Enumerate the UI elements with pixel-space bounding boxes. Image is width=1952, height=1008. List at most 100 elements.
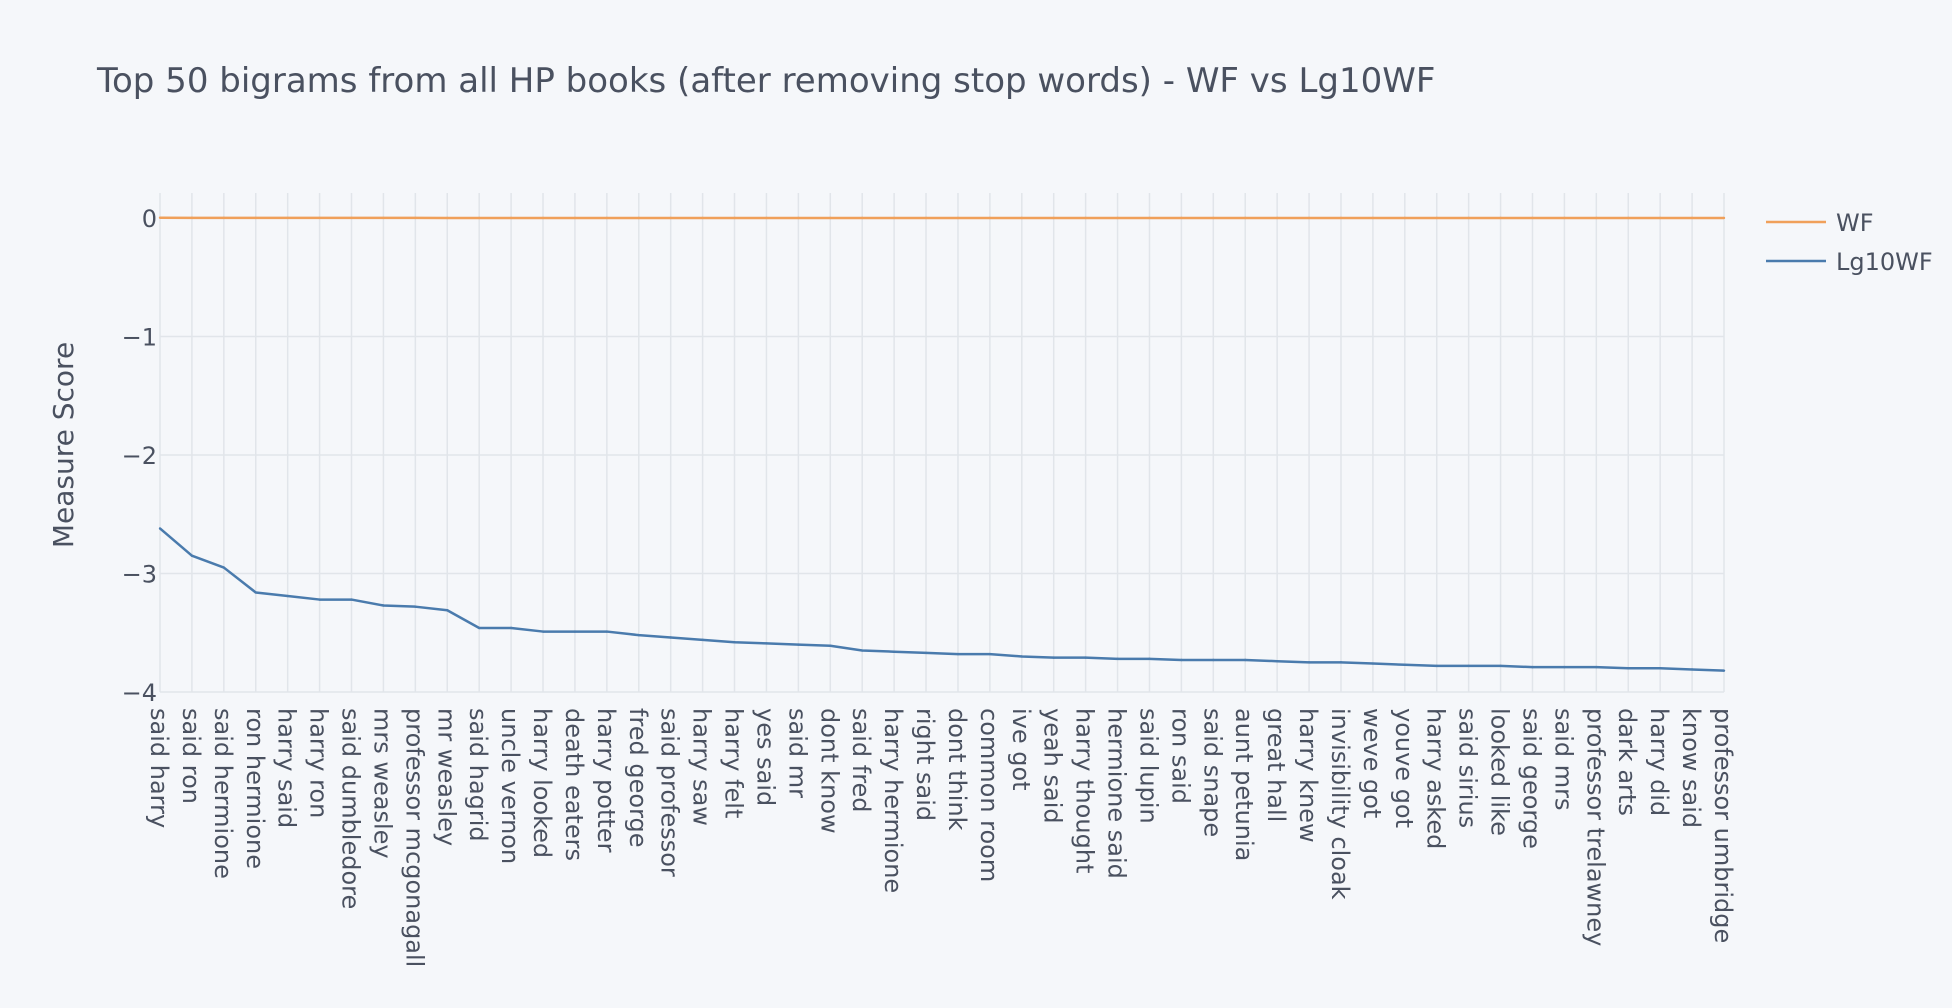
x-tick-label: harry potter bbox=[592, 708, 620, 853]
x-tick-label: weve got bbox=[1358, 708, 1386, 818]
data-point-wf bbox=[1021, 217, 1023, 219]
data-point-wf bbox=[1116, 217, 1118, 219]
data-point-wf bbox=[1659, 217, 1661, 219]
data-point-lg10wf bbox=[1563, 666, 1565, 668]
data-point-wf bbox=[1308, 217, 1310, 219]
data-point-wf bbox=[1053, 217, 1055, 219]
data-point-wf bbox=[861, 217, 863, 219]
chart-title: Top 50 bigrams from all HP books (after … bbox=[96, 61, 1435, 101]
data-point-wf bbox=[1723, 217, 1725, 219]
data-point-lg10wf bbox=[1308, 661, 1310, 663]
data-point-wf bbox=[638, 217, 640, 219]
data-point-wf bbox=[957, 217, 959, 219]
x-tick-label: dont think bbox=[943, 708, 971, 831]
x-tick-label: said sirius bbox=[1454, 708, 1482, 828]
x-tick-label: harry looked bbox=[528, 708, 556, 858]
data-point-lg10wf bbox=[1021, 655, 1023, 657]
data-point-lg10wf bbox=[1404, 664, 1406, 666]
data-point-lg10wf bbox=[1531, 666, 1533, 668]
y-tick-label: −3 bbox=[122, 561, 157, 589]
x-tick-label: uncle vernon bbox=[496, 708, 524, 864]
legend-item-wf[interactable]: WF bbox=[1766, 209, 1874, 237]
data-point-lg10wf bbox=[1180, 659, 1182, 661]
x-tick-label: youve got bbox=[1390, 708, 1418, 828]
data-point-wf bbox=[701, 217, 703, 219]
data-point-wf bbox=[989, 217, 991, 219]
x-tick-label: harry ron bbox=[305, 708, 333, 818]
x-tick-label: professor trelawney bbox=[1581, 708, 1609, 946]
data-point-lg10wf bbox=[1148, 658, 1150, 660]
x-tick-label: dark arts bbox=[1613, 708, 1641, 816]
x-tick-label: harry did bbox=[1645, 708, 1673, 816]
data-point-lg10wf bbox=[1053, 656, 1055, 658]
x-tick-label: yes said bbox=[751, 708, 779, 806]
data-point-lg10wf bbox=[733, 641, 735, 643]
data-point-wf bbox=[1372, 217, 1374, 219]
data-point-lg10wf bbox=[382, 604, 384, 606]
x-tick-label: said professor bbox=[656, 708, 684, 877]
data-point-lg10wf bbox=[1691, 668, 1693, 670]
data-point-lg10wf bbox=[638, 634, 640, 636]
data-point-wf bbox=[1212, 217, 1214, 219]
x-tick-label: ron said bbox=[1166, 708, 1194, 804]
legend-label: Lg10WF bbox=[1836, 248, 1933, 276]
data-point-lg10wf bbox=[1212, 659, 1214, 661]
data-point-lg10wf bbox=[925, 652, 927, 654]
x-tick-label: death eaters bbox=[560, 708, 588, 861]
data-point-wf bbox=[606, 217, 608, 219]
data-point-lg10wf bbox=[446, 609, 448, 611]
x-tick-label: said hagrid bbox=[464, 708, 492, 842]
data-point-wf bbox=[1436, 217, 1438, 219]
data-point-wf bbox=[286, 217, 288, 219]
x-tick-label: professor umbridge bbox=[1709, 708, 1737, 943]
data-point-wf bbox=[829, 217, 831, 219]
data-point-wf bbox=[1563, 217, 1565, 219]
x-tick-label: ive got bbox=[1007, 708, 1035, 791]
data-point-lg10wf bbox=[1499, 665, 1501, 667]
data-point-lg10wf bbox=[893, 651, 895, 653]
data-point-wf bbox=[1595, 217, 1597, 219]
data-point-wf bbox=[542, 217, 544, 219]
data-point-lg10wf bbox=[1436, 665, 1438, 667]
x-tick-label: mrs weasley bbox=[368, 708, 396, 859]
x-tick-label: looked like bbox=[1486, 708, 1514, 836]
data-point-lg10wf bbox=[255, 591, 257, 593]
data-point-lg10wf bbox=[542, 630, 544, 632]
data-point-lg10wf bbox=[1467, 665, 1469, 667]
x-tick-label: said fred bbox=[847, 708, 875, 813]
data-point-wf bbox=[159, 217, 161, 219]
data-point-lg10wf bbox=[829, 645, 831, 647]
data-point-lg10wf bbox=[797, 643, 799, 645]
data-point-lg10wf bbox=[957, 653, 959, 655]
x-tick-label: ron hermione bbox=[241, 708, 269, 869]
data-point-wf bbox=[733, 217, 735, 219]
data-point-lg10wf bbox=[1340, 661, 1342, 663]
data-point-wf bbox=[478, 217, 480, 219]
legend[interactable]: WF Lg10WF bbox=[1766, 209, 1933, 276]
data-point-wf bbox=[925, 217, 927, 219]
data-point-lg10wf bbox=[223, 566, 225, 568]
legend-item-lg10wf[interactable]: Lg10WF bbox=[1766, 248, 1933, 276]
x-tick-label: said snape bbox=[1198, 708, 1226, 837]
x-tick-label: know said bbox=[1677, 708, 1705, 828]
x-tick-label: professor mcgonagall bbox=[400, 708, 428, 967]
data-point-wf bbox=[1340, 217, 1342, 219]
series-line-lg10wf bbox=[160, 528, 1724, 670]
data-point-wf bbox=[1276, 217, 1278, 219]
x-tick-label: said harry bbox=[145, 708, 173, 828]
data-point-lg10wf bbox=[159, 527, 161, 529]
x-tick-label: said mr bbox=[783, 708, 811, 798]
legend-label: WF bbox=[1836, 209, 1874, 237]
x-tick-label: harry asked bbox=[1422, 708, 1450, 849]
x-tick-label: mr weasley bbox=[432, 708, 460, 846]
x-tick-label: dont know bbox=[815, 708, 843, 834]
y-tick-label: −4 bbox=[122, 679, 157, 707]
data-point-lg10wf bbox=[701, 639, 703, 641]
data-point-wf bbox=[1180, 217, 1182, 219]
data-point-lg10wf bbox=[574, 630, 576, 632]
data-point-wf bbox=[1404, 217, 1406, 219]
data-point-wf bbox=[1244, 217, 1246, 219]
